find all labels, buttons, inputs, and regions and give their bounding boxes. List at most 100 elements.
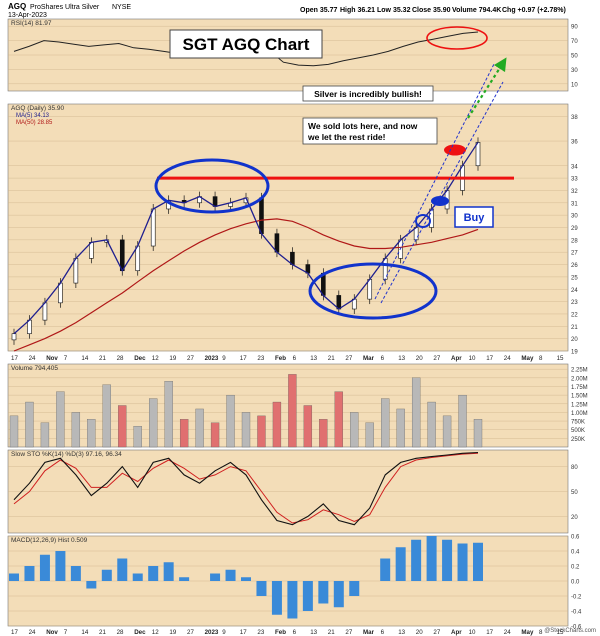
- stochastic-legend: Slow STO %K(14) %D(3) 97.16, 96.34: [11, 451, 122, 458]
- x-axis-label: 7: [64, 355, 68, 362]
- price-tick-label: 33: [571, 177, 578, 183]
- volume-bar: [40, 422, 50, 448]
- price-candle-body: [119, 239, 125, 272]
- ma-fast-legend: MA(5) 34.13: [16, 113, 50, 119]
- macd-hist-bar: [287, 581, 298, 619]
- annotation-title: SGT AGQ Chart: [183, 35, 310, 54]
- open-label: Open 35.77: [300, 7, 337, 14]
- macd-hist-bar: [86, 581, 97, 589]
- volume-bar: [350, 412, 359, 448]
- price-tick-label: 34: [571, 164, 578, 170]
- x-axis-label: 21: [99, 629, 106, 636]
- rsi-tick-label: 90: [571, 25, 578, 31]
- volume-bar: [87, 419, 96, 448]
- macd-hist-bar: [225, 569, 236, 581]
- price-tick-label: 38: [571, 115, 578, 121]
- macd-hist-bar: [333, 581, 344, 608]
- low-label: Low 35.32: [377, 7, 411, 14]
- macd-tick-label: 0.6: [571, 535, 580, 541]
- x-axis-label: 12: [152, 355, 159, 362]
- volume-tick-label: 1.25M: [571, 402, 588, 408]
- price-candle-body: [11, 333, 17, 341]
- volume-bar: [210, 422, 220, 448]
- volume-bar: [257, 415, 266, 448]
- volume-tick-label: 1.75M: [571, 385, 588, 391]
- green-target-arrow: [467, 57, 507, 119]
- macd-hist-bar: [24, 566, 35, 581]
- x-axis-label: 14: [81, 355, 88, 362]
- x-axis-label: Mar: [363, 629, 375, 636]
- volume-bar: [319, 419, 328, 448]
- volume-bar: [458, 394, 467, 448]
- x-axis-label: 24: [504, 355, 511, 362]
- price-legend: AGQ (Daily) 35.90: [11, 105, 64, 112]
- volume-tick-label: 2.25M: [571, 368, 588, 374]
- macd-hist-bar: [101, 569, 112, 581]
- x-axis-label: 17: [240, 355, 247, 362]
- x-axis-label: 28: [117, 355, 124, 362]
- x-axis-label: 17: [486, 355, 493, 362]
- macd-hist-bar: [302, 581, 313, 611]
- stochastic-tick-label: 20: [571, 515, 578, 521]
- macd-tick-label: -0.2: [571, 595, 582, 601]
- macd-tick-label: 0.2: [571, 565, 580, 571]
- price-candle-body: [274, 233, 280, 253]
- volume-bar: [427, 401, 436, 448]
- channel-upper-line: [374, 63, 495, 300]
- x-axis-label: 12: [152, 629, 159, 636]
- price-tick-label: 28: [571, 238, 578, 244]
- chart-header: AGQ ProShares Ultra Silver NYSE 13-Apr-2…: [8, 2, 566, 19]
- x-axis-label: May: [521, 355, 534, 362]
- symbol-label: AGQ: [8, 2, 26, 11]
- macd-hist-bar: [426, 536, 437, 581]
- x-axis-label: 13: [310, 629, 317, 636]
- macd-tick-label: 0.4: [571, 550, 580, 556]
- x-axis-label: 17: [486, 629, 493, 636]
- x-axis-label: 19: [169, 629, 176, 636]
- price-candle-body: [73, 258, 79, 284]
- x-axis-label: 20: [416, 629, 423, 636]
- x-axis-label: 27: [187, 629, 194, 636]
- price-candle-body: [150, 208, 156, 247]
- x-axis-label: 13: [310, 355, 317, 362]
- x-axis-label: 17: [11, 629, 18, 636]
- macd-hist-bar: [117, 558, 128, 581]
- x-axis-label: 24: [29, 355, 36, 362]
- macd-hist-bar: [179, 577, 190, 581]
- macd-tick-label: -0.6: [571, 625, 582, 631]
- sold-box: We sold lots here, and now we let the re…: [302, 117, 438, 145]
- x-axis-label: 6: [293, 355, 297, 362]
- x-axis-label: 27: [345, 355, 352, 362]
- macd-hist-bar: [473, 542, 483, 581]
- high-label: High 36.21: [340, 7, 375, 14]
- macd-hist-bar: [9, 573, 19, 581]
- volume-bar: [25, 401, 34, 448]
- stochastic-d-line: [13, 452, 479, 524]
- macd-hist-bar: [148, 566, 159, 581]
- volume-bar: [381, 398, 390, 448]
- x-axis-label: 9: [222, 355, 226, 362]
- volume-bar: [71, 412, 81, 448]
- macd-hist-bar: [241, 577, 251, 581]
- rsi-legend: RSI(14) 81.97: [11, 20, 52, 27]
- macd-hist-bar: [210, 573, 221, 581]
- macd-hist-bar: [457, 543, 468, 581]
- x-axis-label: 10: [469, 355, 476, 362]
- price-candle-body: [259, 197, 264, 234]
- fund-name: ProShares Ultra Silver: [30, 4, 100, 11]
- price-tick-label: 32: [571, 189, 578, 195]
- x-axis-label: 23: [257, 355, 264, 362]
- rsi-tick-label: 70: [571, 39, 578, 45]
- close-label: Close 35.90: [412, 7, 451, 14]
- stochastic-k-line: [13, 451, 479, 526]
- price-candle-body: [367, 279, 373, 300]
- ma-slow-legend: MA(50) 28.85: [16, 120, 53, 126]
- volume-bar: [226, 394, 235, 448]
- x-axis-label: 13: [398, 629, 405, 636]
- volume-bar: [56, 391, 65, 448]
- volume-bar: [133, 426, 142, 448]
- x-axis-label: 6: [381, 355, 385, 362]
- x-axis-label: 10: [469, 629, 476, 636]
- macd-hist-bar: [70, 566, 81, 581]
- rsi-tick-label: 10: [571, 82, 578, 88]
